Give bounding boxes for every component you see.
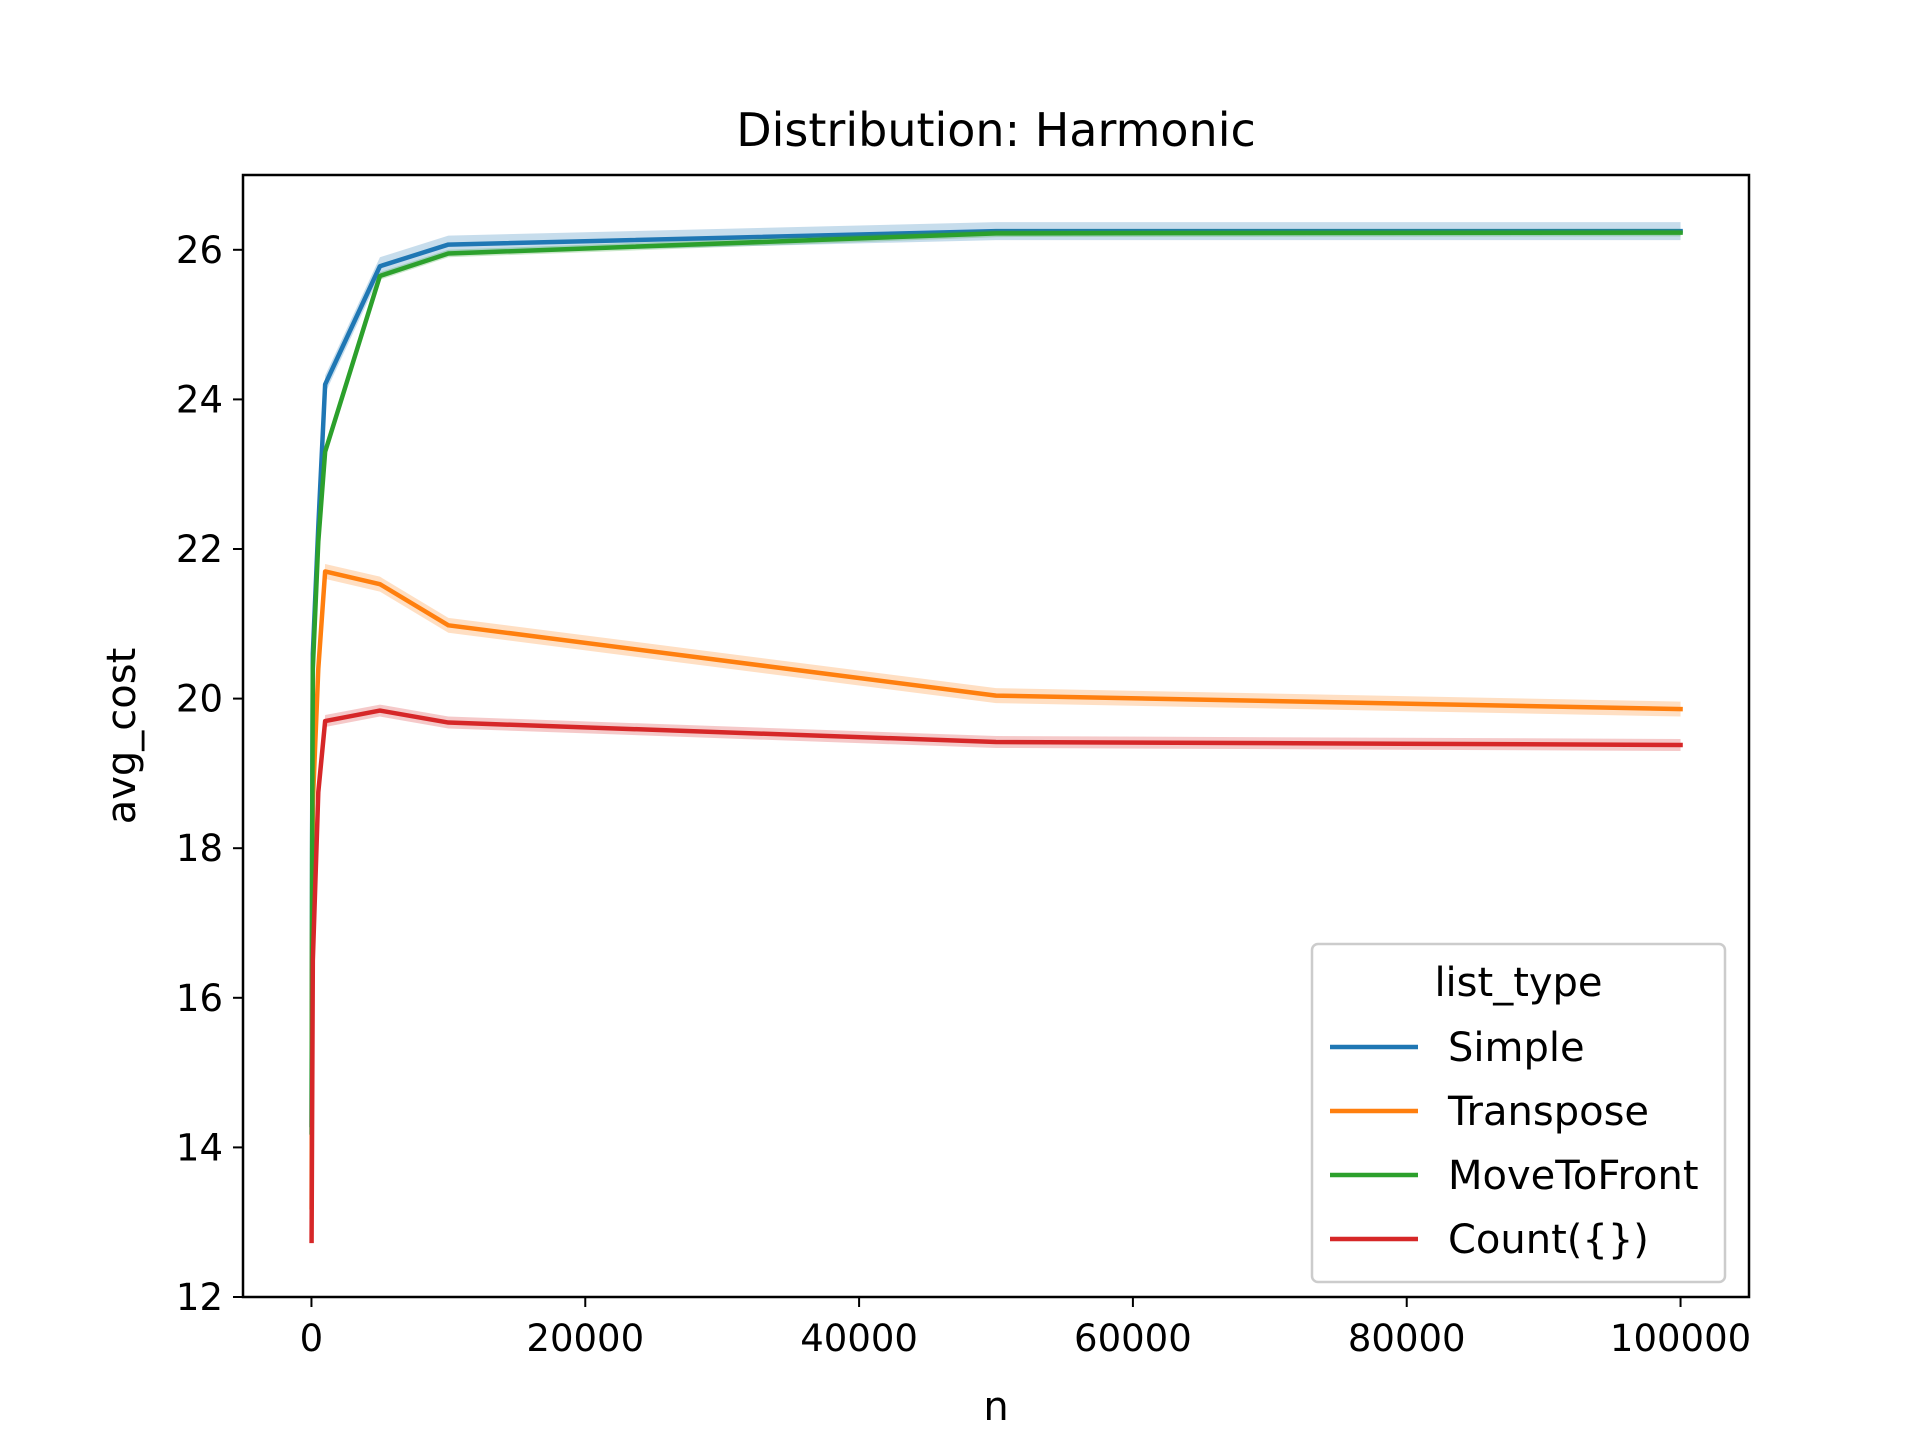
legend-label: Count({})	[1448, 1217, 1649, 1263]
plot-frame	[241, 173, 1751, 1299]
series-count	[309, 704, 1683, 1247]
x-tick-label: 0	[300, 1317, 324, 1360]
legend-label: MoveToFront	[1448, 1153, 1699, 1199]
x-tick-label: 60000	[1074, 1317, 1192, 1360]
x-tick-label: 40000	[800, 1317, 918, 1360]
legend-box	[1310, 942, 1727, 1284]
x-tick-label: 80000	[1348, 1317, 1466, 1360]
y-tick-label: 24	[176, 378, 223, 421]
legend-label: Transpose	[1447, 1089, 1649, 1135]
legend-label: Simple	[1448, 1025, 1585, 1071]
x-tick-label: 100000	[1610, 1317, 1751, 1360]
y-tick-label: 14	[176, 1126, 223, 1169]
legend-title: list_type	[1434, 960, 1602, 1006]
x-axis: 0 20000 40000 60000 80000 100000	[300, 1297, 1751, 1360]
y-axis-label: avg_cost	[99, 648, 145, 825]
y-tick-label: 22	[176, 528, 223, 571]
y-tick-label: 20	[176, 678, 223, 721]
plot-area	[309, 222, 1683, 1247]
y-axis: 12 14 16 18 20 22 24 26	[176, 229, 243, 1319]
legend: list_type Simple Transpose MoveToFront Coun…	[1310, 942, 1727, 1284]
x-tick-label: 20000	[526, 1317, 644, 1360]
y-tick-label: 26	[176, 229, 223, 272]
chart-title: Distribution: Harmonic	[736, 103, 1256, 157]
y-tick-label: 16	[176, 977, 223, 1020]
y-tick-label: 18	[176, 827, 223, 870]
x-axis-label: n	[983, 1384, 1008, 1430]
y-tick-label: 12	[176, 1276, 223, 1319]
legend-entries: Simple Transpose MoveToFront Count({})	[1330, 1025, 1699, 1263]
